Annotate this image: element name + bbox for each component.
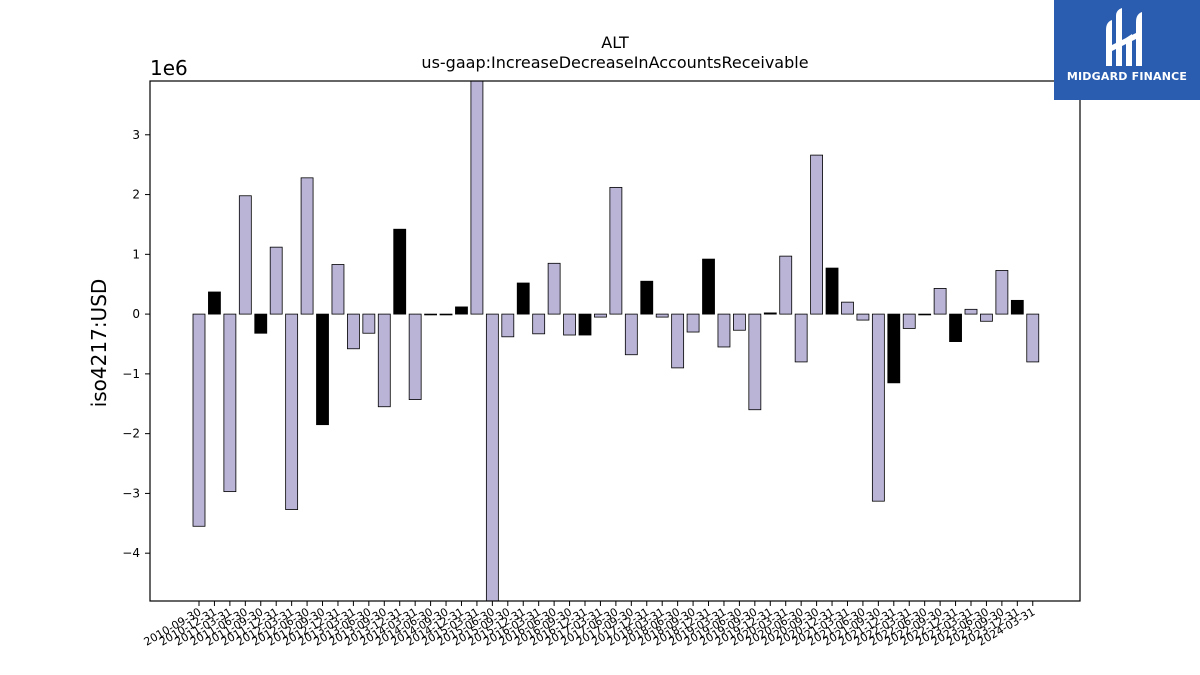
bar — [856, 313, 870, 321]
y-ticks: −4 −3 −2 −1 0 1 2 3 — [122, 128, 150, 560]
bar — [964, 308, 978, 315]
bar — [702, 258, 715, 315]
bar — [408, 313, 422, 400]
bar — [300, 177, 314, 315]
bar — [717, 313, 731, 348]
bar — [316, 313, 329, 426]
plot-frame — [149, 80, 1081, 602]
bar — [779, 255, 793, 315]
bar — [485, 313, 499, 602]
y-tick-label: −2 — [122, 427, 140, 441]
bar — [980, 313, 993, 322]
bar — [1026, 313, 1040, 363]
bar — [995, 270, 1009, 315]
bar — [269, 246, 283, 315]
bar — [733, 313, 746, 331]
bar — [254, 313, 268, 334]
bar — [455, 306, 468, 315]
y-tick-label: 3 — [132, 128, 140, 142]
bar — [594, 313, 607, 318]
bar — [393, 228, 407, 315]
bar — [918, 313, 932, 316]
bar — [624, 313, 638, 356]
bar — [640, 280, 654, 315]
y-tick-label: −4 — [122, 546, 140, 560]
bar — [346, 313, 360, 350]
bar — [192, 313, 206, 527]
bar — [841, 301, 854, 315]
y-tick-label: 1 — [132, 247, 140, 261]
bar — [887, 313, 901, 384]
y-axis-label: iso4217:USD — [87, 279, 111, 408]
bar — [532, 313, 546, 335]
bar — [825, 267, 839, 315]
bar — [578, 313, 592, 336]
bar — [331, 264, 345, 315]
bar — [439, 313, 453, 316]
bar — [238, 195, 252, 315]
bar — [794, 313, 808, 363]
bar — [563, 313, 576, 336]
y-tick-label: −3 — [122, 486, 140, 500]
y-tick-label: 2 — [132, 188, 140, 202]
bar — [547, 262, 561, 315]
bar — [686, 313, 700, 333]
bar — [1010, 299, 1024, 315]
bar — [516, 282, 530, 315]
bar — [949, 313, 962, 342]
bar — [470, 80, 484, 315]
bar — [285, 313, 299, 510]
bar — [871, 313, 885, 502]
bar — [763, 312, 777, 315]
bar — [671, 313, 685, 369]
chart-subtitle: us-gaap:IncreaseDecreaseInAccountsReceiv… — [421, 53, 808, 72]
brand-name: MIDGARD FINANCE — [1066, 70, 1188, 83]
chart-title: ALT — [601, 33, 629, 52]
bar — [377, 313, 391, 408]
bar — [655, 313, 669, 318]
y-offset-label: 1e6 — [150, 56, 188, 80]
midgard-finance-logo: MIDGARD FINANCE — [1054, 0, 1200, 100]
midgard-logo-icon — [1106, 8, 1142, 66]
bars-group — [192, 80, 1040, 602]
bar — [609, 186, 623, 315]
y-tick-label: 0 — [132, 307, 140, 321]
bar — [810, 154, 823, 315]
bar — [424, 313, 438, 316]
bar — [208, 291, 221, 315]
bar — [933, 287, 947, 315]
bar — [362, 313, 376, 334]
y-tick-label: −1 — [122, 367, 140, 381]
bar — [223, 313, 237, 493]
bar — [902, 313, 916, 329]
bar — [748, 313, 762, 411]
bar — [501, 313, 515, 338]
x-ticks: 2010-09-302010-12-312011-03-312011-06-30… — [142, 601, 1037, 649]
